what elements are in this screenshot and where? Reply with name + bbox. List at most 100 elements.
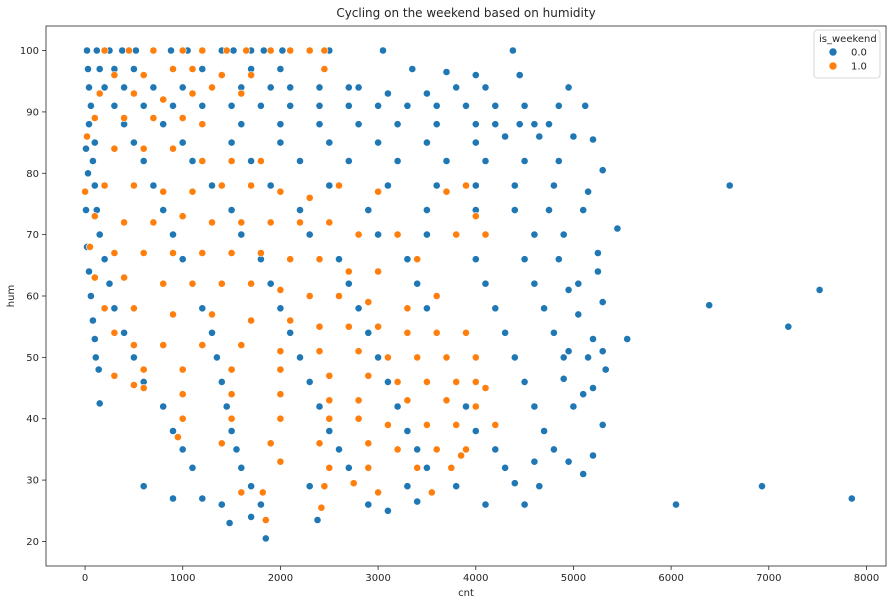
data-point-series-1-69 <box>256 249 265 257</box>
data-point-series-1-46 <box>374 187 382 196</box>
data-point-series-1-0 <box>100 46 109 55</box>
data-point-series-1-63 <box>86 242 94 251</box>
data-point-series-0-126 <box>95 230 104 239</box>
data-point-series-0-249 <box>84 169 92 178</box>
y-tick-label-2: 40 <box>26 414 39 425</box>
data-point-series-0-87 <box>501 132 509 141</box>
data-point-series-0-234 <box>169 494 177 503</box>
data-point-series-1-160 <box>374 488 382 497</box>
data-point-series-0-61 <box>554 101 563 110</box>
data-point-series-0-161 <box>422 304 431 313</box>
data-point-series-1-2 <box>149 46 158 55</box>
y-axis-label: hum <box>6 285 17 307</box>
data-point-series-0-165 <box>784 322 793 331</box>
data-point-series-0-207 <box>471 427 480 435</box>
data-point-series-1-3 <box>178 46 187 55</box>
data-point-series-0-30 <box>120 83 128 92</box>
data-point-series-1-127 <box>276 390 285 399</box>
data-point-series-1-20 <box>159 95 168 104</box>
data-point-series-0-208 <box>540 427 548 435</box>
data-point-series-1-158 <box>320 482 329 491</box>
data-point-series-1-42 <box>247 181 255 190</box>
data-point-series-0-252 <box>85 267 93 276</box>
data-point-series-1-126 <box>227 390 236 399</box>
data-point-series-0-200 <box>569 402 578 411</box>
data-point-series-1-113 <box>227 365 236 374</box>
chart-title: Cycling on the weekend based on humidity <box>336 6 595 20</box>
data-point-series-0-202 <box>95 399 104 408</box>
legend: is_weekend 0.0 1.0 <box>813 29 881 79</box>
data-point-series-0-51 <box>256 101 265 110</box>
data-point-series-0-118 <box>296 206 304 214</box>
data-point-series-0-0 <box>83 46 91 55</box>
data-point-series-1-26 <box>149 114 158 122</box>
data-point-series-0-16 <box>84 65 92 73</box>
x-tick-label-0: 0 <box>82 573 88 584</box>
data-point-series-0-36 <box>286 83 295 92</box>
data-point-series-0-37 <box>315 83 324 92</box>
data-point-series-0-225 <box>535 482 544 491</box>
data-point-series-1-144 <box>266 439 275 448</box>
data-point-series-1-134 <box>227 414 236 423</box>
data-point-series-1-28 <box>198 120 207 129</box>
data-point-series-0-204 <box>227 427 236 435</box>
data-point-series-1-87 <box>100 304 109 313</box>
data-point-series-1-122 <box>110 371 119 380</box>
data-point-series-0-56 <box>403 101 412 110</box>
data-point-series-1-85 <box>403 304 412 313</box>
data-point-series-0-206 <box>403 427 412 435</box>
data-point-series-0-140 <box>403 255 412 264</box>
data-point-series-0-174 <box>589 335 597 343</box>
data-point-series-0-226 <box>139 482 148 491</box>
data-point-series-1-91 <box>247 316 255 325</box>
data-point-series-1-152 <box>364 463 373 472</box>
data-point-series-0-231 <box>510 479 519 488</box>
data-point-series-1-73 <box>374 267 382 276</box>
data-point-series-0-172 <box>501 328 509 337</box>
data-point-series-1-155 <box>457 451 465 460</box>
data-point-series-0-71 <box>393 120 402 129</box>
data-point-series-1-75 <box>90 273 99 282</box>
data-point-series-1-98 <box>462 328 470 337</box>
data-point-series-0-160 <box>354 304 363 313</box>
data-point-series-0-187 <box>217 377 226 386</box>
data-point-series-1-34 <box>227 157 236 165</box>
data-point-series-1-44 <box>305 193 314 202</box>
data-point-series-0-94 <box>247 157 255 165</box>
data-point-series-1-140 <box>452 420 461 429</box>
data-point-series-0-99 <box>481 157 490 165</box>
data-point-series-1-162 <box>261 516 270 524</box>
data-point-series-0-27 <box>442 68 451 76</box>
data-point-series-0-194 <box>159 402 168 411</box>
data-point-series-1-19 <box>129 89 138 98</box>
data-point-series-0-167 <box>120 328 128 337</box>
data-point-series-0-84 <box>374 138 382 147</box>
data-point-series-0-229 <box>403 482 412 491</box>
data-point-series-0-216 <box>564 457 573 466</box>
data-point-series-0-25 <box>471 71 480 79</box>
data-point-series-0-218 <box>589 451 597 460</box>
data-point-series-1-136 <box>325 414 334 423</box>
data-point-series-1-64 <box>110 249 119 257</box>
data-point-series-1-142 <box>173 433 182 441</box>
data-point-series-0-23 <box>276 65 285 73</box>
data-point-series-1-45 <box>335 181 343 190</box>
data-point-series-1-43 <box>276 187 285 196</box>
data-point-series-0-201 <box>579 390 588 399</box>
data-point-series-0-105 <box>208 181 216 190</box>
data-point-series-0-52 <box>286 101 295 110</box>
data-point-series-1-12 <box>139 71 148 79</box>
data-point-series-0-220 <box>237 463 246 472</box>
data-point-series-1-92 <box>286 316 295 325</box>
data-point-series-1-157 <box>258 488 267 497</box>
data-point-series-1-29 <box>83 132 91 141</box>
data-point-series-0-68 <box>276 120 285 129</box>
data-point-series-1-24 <box>90 114 99 122</box>
data-point-series-0-169 <box>286 328 295 337</box>
data-point-series-0-166 <box>623 335 632 343</box>
data-point-series-1-161 <box>427 488 436 497</box>
data-point-series-1-100 <box>129 341 138 349</box>
data-point-series-0-228 <box>305 482 314 491</box>
data-point-series-0-245 <box>313 516 322 524</box>
data-points-layer <box>81 46 856 543</box>
